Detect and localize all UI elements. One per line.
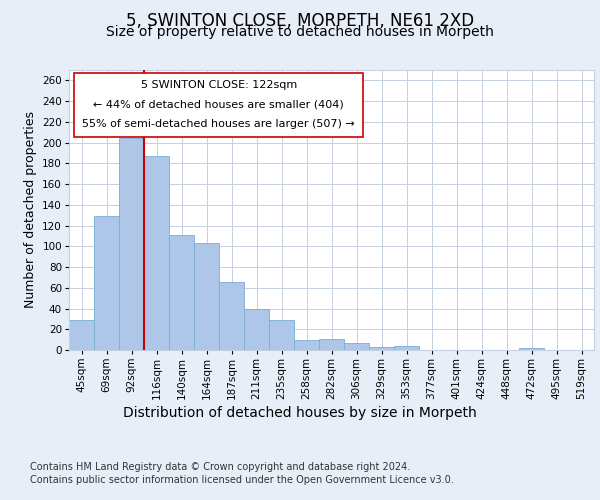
Text: Size of property relative to detached houses in Morpeth: Size of property relative to detached ho… (106, 25, 494, 39)
Text: 55% of semi-detached houses are larger (507) →: 55% of semi-detached houses are larger (… (82, 119, 355, 129)
Text: ← 44% of detached houses are smaller (404): ← 44% of detached houses are smaller (40… (93, 100, 344, 110)
Bar (244, 308, 269, 350)
Bar (219, 282, 244, 350)
Text: 5 SWINTON CLOSE: 122sqm: 5 SWINTON CLOSE: 122sqm (140, 80, 297, 90)
Bar (94, 216, 119, 350)
Y-axis label: Number of detached properties: Number of detached properties (24, 112, 37, 308)
Bar (269, 320, 294, 350)
Bar (69, 320, 94, 350)
Bar (394, 346, 419, 350)
Bar (169, 235, 194, 350)
Bar (294, 340, 319, 350)
Bar (144, 156, 169, 350)
Bar (194, 243, 219, 350)
Text: Contains public sector information licensed under the Open Government Licence v3: Contains public sector information licen… (30, 475, 454, 485)
Bar (119, 138, 144, 350)
Bar (319, 338, 344, 350)
Text: Distribution of detached houses by size in Morpeth: Distribution of detached houses by size … (123, 406, 477, 419)
Bar (344, 342, 369, 350)
Bar (369, 347, 394, 350)
Bar (519, 348, 544, 350)
Text: 5, SWINTON CLOSE, MORPETH, NE61 2XD: 5, SWINTON CLOSE, MORPETH, NE61 2XD (126, 12, 474, 30)
FancyBboxPatch shape (74, 73, 363, 137)
Text: Contains HM Land Registry data © Crown copyright and database right 2024.: Contains HM Land Registry data © Crown c… (30, 462, 410, 472)
